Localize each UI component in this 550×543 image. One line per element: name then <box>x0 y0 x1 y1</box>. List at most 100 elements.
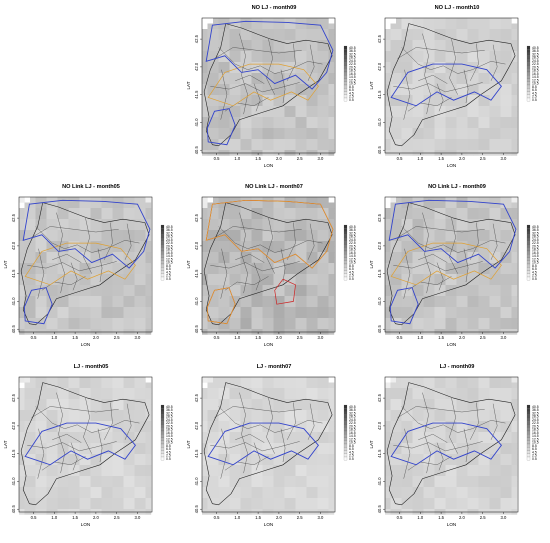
county-border <box>401 226 506 253</box>
heatmap-cell <box>207 290 214 297</box>
heatmap-cell <box>224 443 230 449</box>
heatmap-cell <box>467 257 474 264</box>
heatmap-cell <box>290 437 296 444</box>
heatmap-cell <box>328 426 335 433</box>
heatmap-cell <box>390 421 397 427</box>
heatmap-cell <box>41 197 47 203</box>
color-scale-label: 18.5 <box>166 428 173 432</box>
heatmap-cell <box>301 323 307 330</box>
heatmap-cell <box>396 426 402 433</box>
heatmap-cell <box>35 268 42 275</box>
heatmap-cell <box>462 139 468 145</box>
heatmap-cell <box>390 117 397 123</box>
county-border <box>307 44 315 81</box>
heatmap-cell <box>257 268 263 275</box>
heatmap-cell <box>462 133 468 140</box>
heatmap-cell <box>301 312 307 319</box>
heatmap-cell <box>262 465 269 471</box>
heatmap-cell <box>279 410 285 416</box>
heatmap-cell <box>90 393 97 400</box>
heatmap-cell <box>213 84 219 90</box>
heatmap-cell <box>240 246 247 253</box>
heatmap-cell <box>213 230 219 236</box>
heatmap-cell <box>134 503 141 510</box>
heatmap-cell <box>328 415 335 422</box>
heatmap-cell <box>118 432 124 438</box>
heatmap-cell <box>251 202 258 209</box>
heatmap-cell <box>407 23 413 30</box>
heatmap-cell <box>235 122 241 129</box>
heatmap-cell <box>440 318 446 324</box>
heatmap-cell <box>207 301 214 308</box>
heatmap-cell <box>385 84 391 90</box>
heatmap-cell <box>328 487 335 493</box>
heatmap-cell <box>79 503 86 510</box>
heatmap-cell <box>123 197 130 203</box>
heatmap-cell <box>401 290 408 297</box>
heatmap-cell <box>213 18 219 24</box>
heatmap-cell <box>52 481 58 488</box>
heatmap-cell <box>312 29 318 35</box>
map-panel: NO LJ - month09 0.5 1.0 1.5 2.0 2.5 3.0 40.5 41.… <box>185 5 363 181</box>
heatmap-cell <box>312 51 318 57</box>
heatmap-cell <box>396 139 402 145</box>
heatmap-cell <box>240 382 247 389</box>
county-border <box>27 261 117 272</box>
heatmap-cell <box>451 56 457 63</box>
heatmap-cell <box>489 426 496 433</box>
heatmap-cell <box>268 404 274 411</box>
heatmap-cell <box>290 382 296 389</box>
heatmap-cell <box>478 73 485 79</box>
y-tick-label: 42.0 <box>11 241 16 250</box>
contour-line <box>205 199 334 269</box>
heatmap-cell <box>35 377 42 383</box>
heatmap-cell <box>240 426 247 433</box>
heatmap-cell <box>440 106 446 112</box>
heatmap-cell <box>301 202 307 209</box>
heatmap-cell <box>262 235 269 242</box>
heatmap-cell <box>385 144 391 151</box>
heatmap-cell <box>268 202 274 209</box>
heatmap-cell <box>462 144 468 151</box>
heatmap-cell <box>385 296 391 302</box>
heatmap-cell <box>101 382 108 389</box>
heatmap-cell <box>145 465 152 471</box>
heatmap-cell <box>24 224 31 231</box>
heatmap-cell <box>107 301 113 308</box>
heatmap-cell <box>107 213 113 220</box>
heatmap-cell <box>145 481 152 488</box>
heatmap-cell <box>85 415 91 422</box>
color-scale-label: 4.5 <box>349 270 354 274</box>
heatmap-cell <box>19 432 25 438</box>
heatmap-cell <box>489 67 496 74</box>
heatmap-cell <box>284 296 291 302</box>
heatmap-cell <box>30 399 36 405</box>
heatmap-cell <box>440 95 446 101</box>
heatmap-cell <box>46 498 53 504</box>
heatmap-cell <box>390 34 397 41</box>
heatmap-cell <box>407 241 413 247</box>
color-scale-label: 6.5 <box>349 447 354 451</box>
heatmap-cell <box>323 503 329 510</box>
heatmap-cell <box>85 323 91 330</box>
heatmap-cell <box>456 235 463 242</box>
heatmap-cell <box>251 45 258 52</box>
color-scale-label: 20.5 <box>166 244 173 248</box>
x-tick-label: 1.0 <box>234 156 240 161</box>
heatmap-cell <box>500 144 507 151</box>
heatmap-cell <box>63 437 69 444</box>
heatmap-cell <box>306 410 313 416</box>
heatmap-cell <box>30 230 36 236</box>
heatmap-cell <box>112 377 119 383</box>
heatmap-cell <box>218 388 225 394</box>
heatmap-cell <box>445 62 452 68</box>
heatmap-cell <box>101 257 108 264</box>
heatmap-cell <box>224 399 230 405</box>
heatmap-cell <box>312 307 318 313</box>
heatmap-cell <box>401 377 408 383</box>
heatmap-cell <box>123 241 130 247</box>
heatmap-cell <box>295 503 302 510</box>
heatmap-cell <box>328 29 335 35</box>
heatmap-cell <box>317 301 324 308</box>
heatmap-cell <box>140 481 146 488</box>
